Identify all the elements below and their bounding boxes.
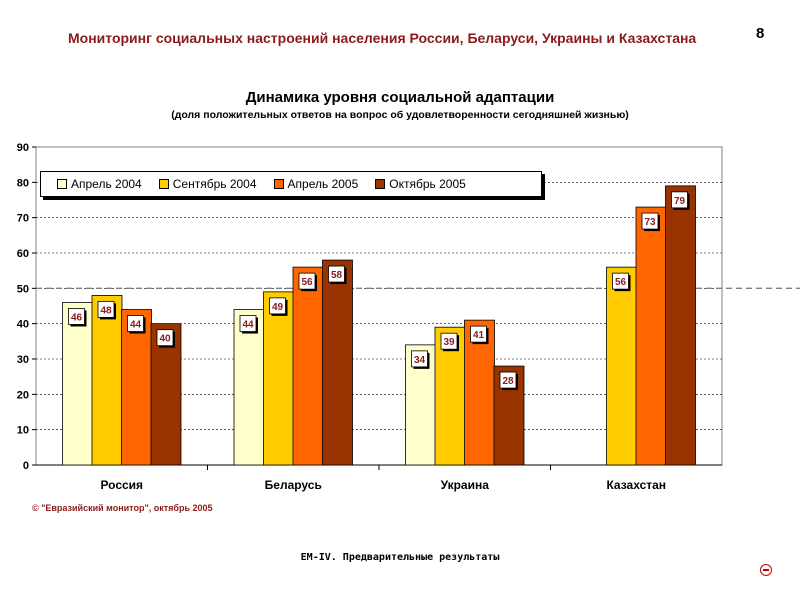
y-tick-label: 40 [17,319,29,331]
chart-subtitle: (доля положительных ответов на вопрос об… [171,109,629,121]
chart-title: Динамика уровня социальной адаптации [245,89,555,106]
y-tick-label: 30 [17,354,29,366]
bar [292,266,324,466]
data-label-box [68,308,85,325]
data-label-box [671,191,688,209]
bar [91,294,123,466]
chart-legend: Апрель 2004 Сентябрь 2004 Апрель 2005 Ок… [40,171,542,197]
data-label-box [97,300,115,318]
data-label-box [239,315,257,332]
copyright-note: © "Евразийский монитор", октябрь 2005 [32,503,213,513]
bar [665,185,696,466]
header-title: Мониторинг социальных настроений населен… [68,30,697,46]
data-label: 56 [615,277,627,288]
data-label: 39 [443,337,455,348]
legend-item-september-2004: Сентябрь 2004 [158,177,257,191]
data-label-box [269,297,286,315]
bar [263,291,294,466]
bar [62,302,93,466]
legend-swatch [57,179,67,189]
bar [635,206,667,466]
y-tick-label: 60 [17,248,29,260]
y-tick-label: 80 [17,177,29,189]
data-label: 44 [242,320,254,331]
y-tick-label: 90 [17,142,29,154]
legend-label: Октябрь 2005 [389,177,466,191]
data-label-box [298,272,316,290]
data-label-box [470,325,487,343]
x-tick-label: Украина [441,478,490,492]
y-tick-label: 70 [17,213,29,225]
data-label-box [156,329,174,347]
data-label-box [499,371,517,389]
legend-label: Сентябрь 2004 [172,177,257,191]
legend-swatch [273,179,284,189]
footer-text: EM-IV. Предварительные результаты [300,552,500,563]
legend-label: Апрель 2005 [287,177,359,191]
data-label: 28 [502,376,514,387]
legend-item-april-2005: Апрель 2005 [273,177,359,191]
data-label: 44 [130,320,142,331]
bar [606,266,637,466]
data-label-box [612,272,629,290]
corner-icon [760,564,772,576]
bar [464,319,495,466]
legend-swatch [375,179,386,189]
data-label-box [411,350,428,368]
bar [322,259,353,466]
x-tick-label: Россия [100,478,143,492]
data-label: 56 [301,277,313,288]
y-tick-label: 20 [17,389,29,401]
legend-item-october-2005: Октябрь 2005 [375,177,466,191]
x-tick-label: Беларусь [265,478,322,492]
data-label: 73 [644,217,656,228]
legend-item-april-2004: Апрель 2004 [57,177,142,191]
data-label: 58 [331,270,343,281]
page-number: 8 [756,25,765,42]
y-tick-label: 10 [17,425,29,437]
data-label-box [641,212,659,230]
y-tick-label: 0 [23,460,29,472]
data-label: 34 [414,355,426,366]
data-label-box [328,265,345,283]
legend-swatch [158,179,169,189]
data-label-box [440,332,458,350]
data-label: 46 [71,312,83,323]
data-label: 48 [100,305,112,316]
data-label: 49 [272,302,284,313]
data-label: 41 [473,330,485,341]
data-label: 40 [159,334,171,345]
legend-label: Апрель 2004 [71,177,142,191]
x-tick-label: Казахстан [606,478,666,492]
y-tick-label: 50 [17,283,29,295]
data-label: 79 [674,196,686,207]
bar [233,309,265,466]
data-label-box [127,315,144,332]
